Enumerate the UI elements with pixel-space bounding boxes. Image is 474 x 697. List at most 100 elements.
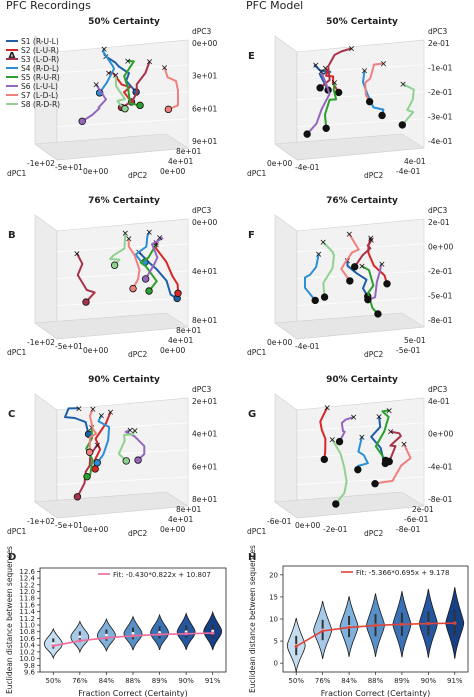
legend-label: S4 (R-D-L) (21, 64, 59, 73)
z-tick-label: 0e+00 (428, 243, 453, 252)
y-tick-label: 0e+00 (160, 525, 185, 534)
end-marker (382, 456, 390, 465)
trajectory (304, 253, 320, 302)
y-tick-label: 4e+01 (168, 336, 193, 345)
trajectory (127, 238, 141, 290)
grid-line (296, 297, 425, 306)
y-tick-label: 10 (269, 616, 278, 624)
start-marker: × (146, 228, 154, 238)
x-tick-label: 50% (288, 677, 304, 685)
x-tick-label: 50% (46, 677, 62, 685)
start-marker: × (122, 229, 130, 239)
end-marker (316, 84, 324, 92)
y-tick-label: -4e-01 (396, 167, 421, 176)
trajectory (96, 414, 111, 464)
start-marker: × (367, 234, 375, 244)
x-tick-label: -4e-01 (295, 163, 320, 172)
z-tick-label: -2e-01 (428, 88, 453, 97)
pane-floor (274, 312, 425, 340)
z-tick-label: 8e+01 (192, 495, 217, 504)
legend-label: S3 (L-D-R) (21, 55, 59, 64)
trajectory (306, 71, 331, 135)
start-marker: × (367, 236, 375, 246)
y-tick-label: -5e-01 (396, 346, 421, 355)
z-axis-label: dPC3 (192, 385, 212, 394)
trajectory (388, 430, 402, 462)
trajectory (319, 406, 329, 460)
pane-left (274, 393, 298, 519)
panel-c: C 90% Certainty 2e+01 4e+01 6e+01 8e+01 dPC3 -1… (7, 375, 217, 538)
end-marker (145, 287, 153, 295)
trajectory (319, 47, 352, 89)
violin-panel-d: D9.69.810.010.210.410.610.811.011.211.41… (5, 546, 227, 697)
z-tick-label: -3e-01 (428, 113, 453, 122)
y-axis-label: Euclidean distance between sequences (5, 546, 14, 694)
violin-panel-h: H 0 5 10 15 20 Euclidean distance between sequ… (248, 545, 469, 697)
end-marker (320, 455, 329, 464)
y-tick-label: 12.6 (19, 568, 35, 576)
y-tick-label: 11.2 (19, 615, 35, 623)
panel-letter: H (248, 552, 256, 563)
end-marker (311, 296, 319, 305)
panel-title: 90% Certainty (326, 375, 398, 385)
x-tick-label: -1e+02 (27, 517, 55, 526)
fit-point (211, 631, 215, 635)
x-tick-label: 0e+00 (83, 167, 108, 176)
end-marker (398, 121, 407, 129)
x-tick-label: 91% (205, 677, 221, 685)
trajectory (117, 429, 136, 462)
end-marker (93, 459, 101, 467)
z-tick-label: 8e+01 (192, 316, 217, 325)
end-marker (78, 117, 86, 125)
y-axis-label: dPC2 (128, 171, 148, 180)
x-tick-label: 0e+00 (83, 525, 108, 534)
start-marker: × (345, 230, 353, 240)
start-marker: × (344, 256, 352, 266)
end-marker (322, 124, 330, 132)
end-marker (110, 261, 119, 269)
violin-median (131, 632, 135, 635)
x-axis-label: Fraction Correct (Certainty) (321, 689, 430, 697)
z-tick-label: 6e+01 (192, 462, 217, 471)
end-marker (136, 101, 144, 110)
z-tick-label: -2e-01 (428, 267, 453, 276)
x-axis-label: dPC1 (7, 527, 27, 536)
start-marker: × (126, 426, 134, 436)
x-tick-label: -6e-01 (267, 517, 292, 526)
trajectory (322, 241, 335, 298)
start-marker: × (317, 68, 325, 78)
panel-letter: A (8, 51, 16, 62)
end-marker (164, 105, 173, 114)
start-marker: × (152, 238, 160, 248)
z-tick-label: 0e+00 (192, 218, 217, 227)
fit-point (104, 636, 109, 640)
start-marker: × (112, 71, 120, 81)
start-marker: × (89, 405, 97, 415)
grid-line (56, 449, 189, 458)
fit-point (321, 629, 325, 633)
trajectory (324, 82, 338, 129)
header-left: PFC Recordings (6, 0, 91, 12)
z-tick-label: -1e-01 (428, 64, 453, 73)
start-marker: × (94, 441, 102, 451)
pane-floor (274, 133, 425, 161)
x-tick-label: 0e+00 (267, 159, 292, 168)
x-tick-label: -5e+01 (55, 521, 83, 530)
fit-point (157, 632, 162, 637)
start-marker: × (146, 58, 154, 68)
pane-left (274, 214, 298, 340)
y-axis-label: dPC2 (364, 350, 384, 359)
y-tick-label: 10.2 (19, 648, 35, 656)
start-marker: × (107, 408, 115, 418)
x-tick-label: 89% (394, 677, 410, 685)
pane-floor (34, 491, 189, 519)
end-marker (346, 277, 354, 285)
z-tick-label: 3e+01 (192, 72, 217, 81)
end-marker (134, 456, 142, 464)
start-marker: × (329, 435, 337, 445)
x-tick-label: -1e+02 (27, 338, 55, 347)
start-marker: × (385, 406, 393, 416)
y-tick-label: 8e+01 (176, 147, 201, 156)
y-tick-label: 10.4 (19, 642, 35, 650)
